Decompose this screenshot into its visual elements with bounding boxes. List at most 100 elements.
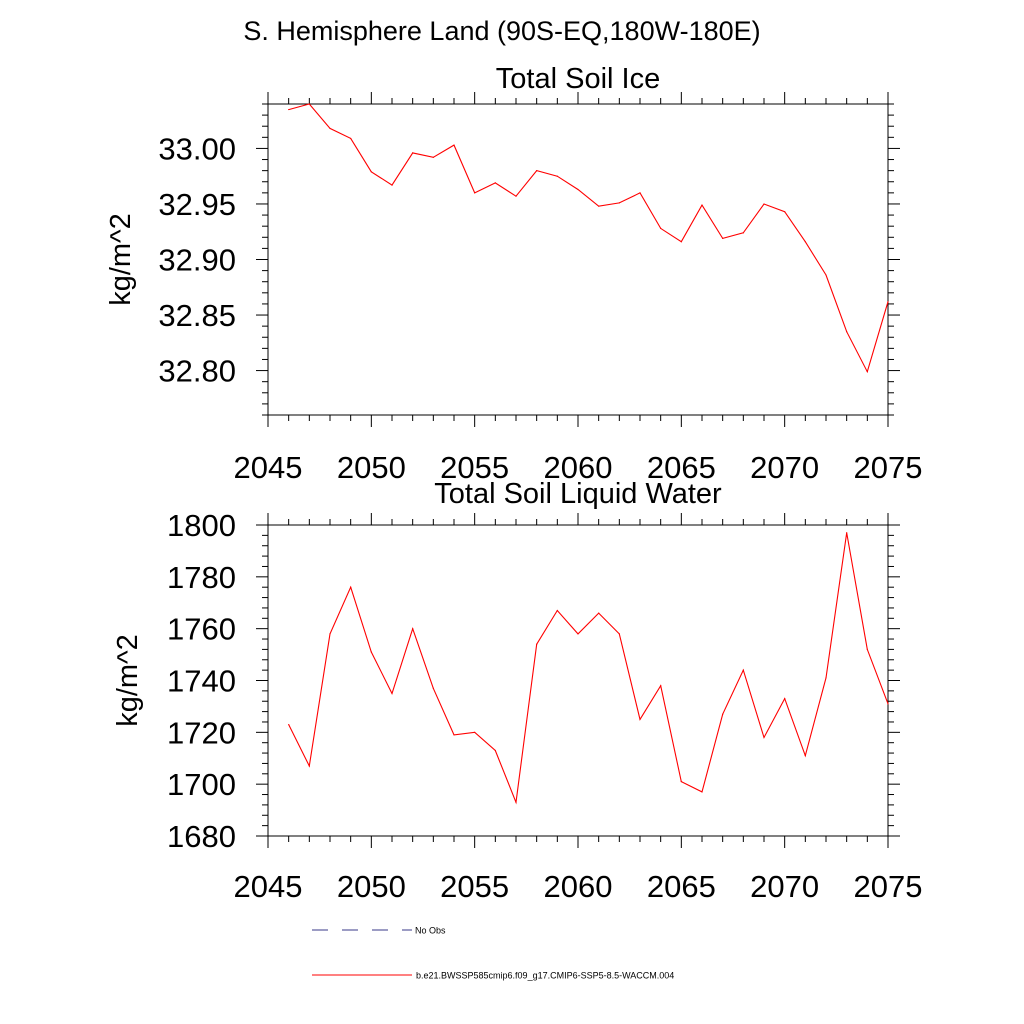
y-tick-label: 1720 [167, 715, 236, 750]
x-tick-label: 2055 [440, 450, 509, 485]
series-line [288, 532, 889, 805]
data-point [453, 144, 455, 146]
x-tick-label: 2070 [750, 869, 819, 904]
data-point [370, 651, 372, 653]
y-tick-label: 1760 [167, 612, 236, 647]
data-point [742, 232, 744, 234]
data-point [288, 723, 290, 726]
panel-total-soil-ice: Total Soil Ice kg/m^2 2045 2050 2055 2060 2065… [105, 63, 922, 485]
chart-title: Total Soil Liquid Water [434, 478, 722, 510]
y-tick-label: 32.95 [158, 187, 236, 222]
x-tick-label: 2065 [647, 869, 716, 904]
data-point [453, 734, 455, 736]
data-point [701, 204, 703, 206]
data-point [432, 687, 434, 689]
data-point [308, 765, 310, 767]
data-point [639, 192, 641, 194]
data-point [288, 108, 290, 111]
x-tick-label: 2050 [337, 869, 406, 904]
y-tick-label: 32.90 [158, 243, 236, 278]
data-point [763, 736, 765, 739]
data-point [804, 241, 806, 243]
data-point [350, 137, 352, 140]
y-tick-label: 1800 [167, 508, 236, 543]
x-tick-label: 2045 [234, 450, 303, 485]
data-point [825, 677, 827, 679]
y-tick-label: 1780 [167, 560, 236, 595]
data-point [639, 718, 641, 720]
data-point [350, 586, 352, 588]
y-tick-label: 32.80 [158, 354, 236, 389]
data-point [494, 749, 496, 752]
data-point [370, 171, 372, 173]
x-tick-label: 2070 [750, 450, 819, 485]
data-point [846, 532, 848, 534]
data-point [784, 698, 786, 700]
data-point [329, 633, 331, 635]
panel-total-soil-liquid-water: Total Soil Liquid Water kg/m^2 2045 2050 205… [112, 478, 922, 904]
data-point [722, 713, 724, 715]
data-point [660, 685, 662, 687]
x-tick-label: 2065 [647, 450, 716, 485]
data-point [598, 205, 600, 207]
data-point [556, 609, 558, 612]
data-point [412, 628, 414, 630]
data-point [474, 731, 476, 733]
data-point [866, 648, 868, 651]
data-point [494, 182, 496, 184]
y-tick-label: 1740 [167, 664, 236, 699]
data-point [825, 274, 827, 276]
data-point [391, 692, 393, 695]
data-point [804, 755, 806, 757]
data-point [680, 241, 682, 243]
plot-frame [267, 103, 889, 416]
data-point [784, 211, 786, 213]
data-point [722, 237, 724, 239]
x-tick-label: 2075 [854, 450, 923, 485]
y-axis-label: kg/m^2 [105, 213, 137, 306]
data-point [660, 227, 662, 229]
x-tick-label: 2050 [337, 450, 406, 485]
x-tick-label: 2060 [544, 450, 613, 485]
series-line [288, 103, 889, 374]
x-tick-label: 2045 [234, 869, 303, 904]
plot-frame [267, 524, 889, 837]
x-tick-label: 2060 [544, 869, 613, 904]
data-point [556, 175, 558, 177]
data-point [515, 801, 517, 803]
data-point [763, 203, 765, 205]
y-tick-label: 33.00 [158, 131, 236, 166]
data-point [701, 791, 703, 793]
x-tick-label: 2075 [854, 869, 923, 904]
data-point [618, 633, 620, 635]
legend: No Obs b.e21.BWSSP585cmip6.f09_g17.CMIP6-… [312, 926, 674, 981]
data-point [846, 331, 848, 333]
data-point [887, 301, 889, 303]
y-tick-label: 32.85 [158, 298, 236, 333]
data-point [329, 127, 331, 130]
y-tick-label: 1700 [167, 767, 236, 802]
x-tick-label: 2055 [440, 869, 509, 904]
data-point [515, 195, 517, 197]
data-point [308, 103, 310, 105]
data-point [412, 152, 414, 154]
data-point [742, 669, 744, 671]
data-point [474, 192, 476, 194]
y-tick-label: 1680 [167, 819, 236, 854]
data-point [536, 170, 538, 172]
data-point [391, 184, 393, 186]
legend-label: No Obs [415, 926, 446, 936]
data-point [577, 633, 579, 635]
y-axis-label: kg/m^2 [112, 634, 144, 727]
chart-title: Total Soil Ice [496, 63, 660, 95]
data-point [577, 188, 579, 191]
data-point [866, 371, 868, 373]
data-point [432, 156, 434, 158]
data-point [598, 612, 600, 614]
data-point [618, 202, 620, 204]
data-point [887, 703, 889, 705]
legend-label: b.e21.BWSSP585cmip6.f09_g17.CMIP6-SSP5-8… [416, 971, 674, 981]
data-point [680, 780, 682, 783]
data-point [536, 643, 538, 645]
page-title: S. Hemisphere Land (90S-EQ,180W-180E) [243, 16, 761, 46]
